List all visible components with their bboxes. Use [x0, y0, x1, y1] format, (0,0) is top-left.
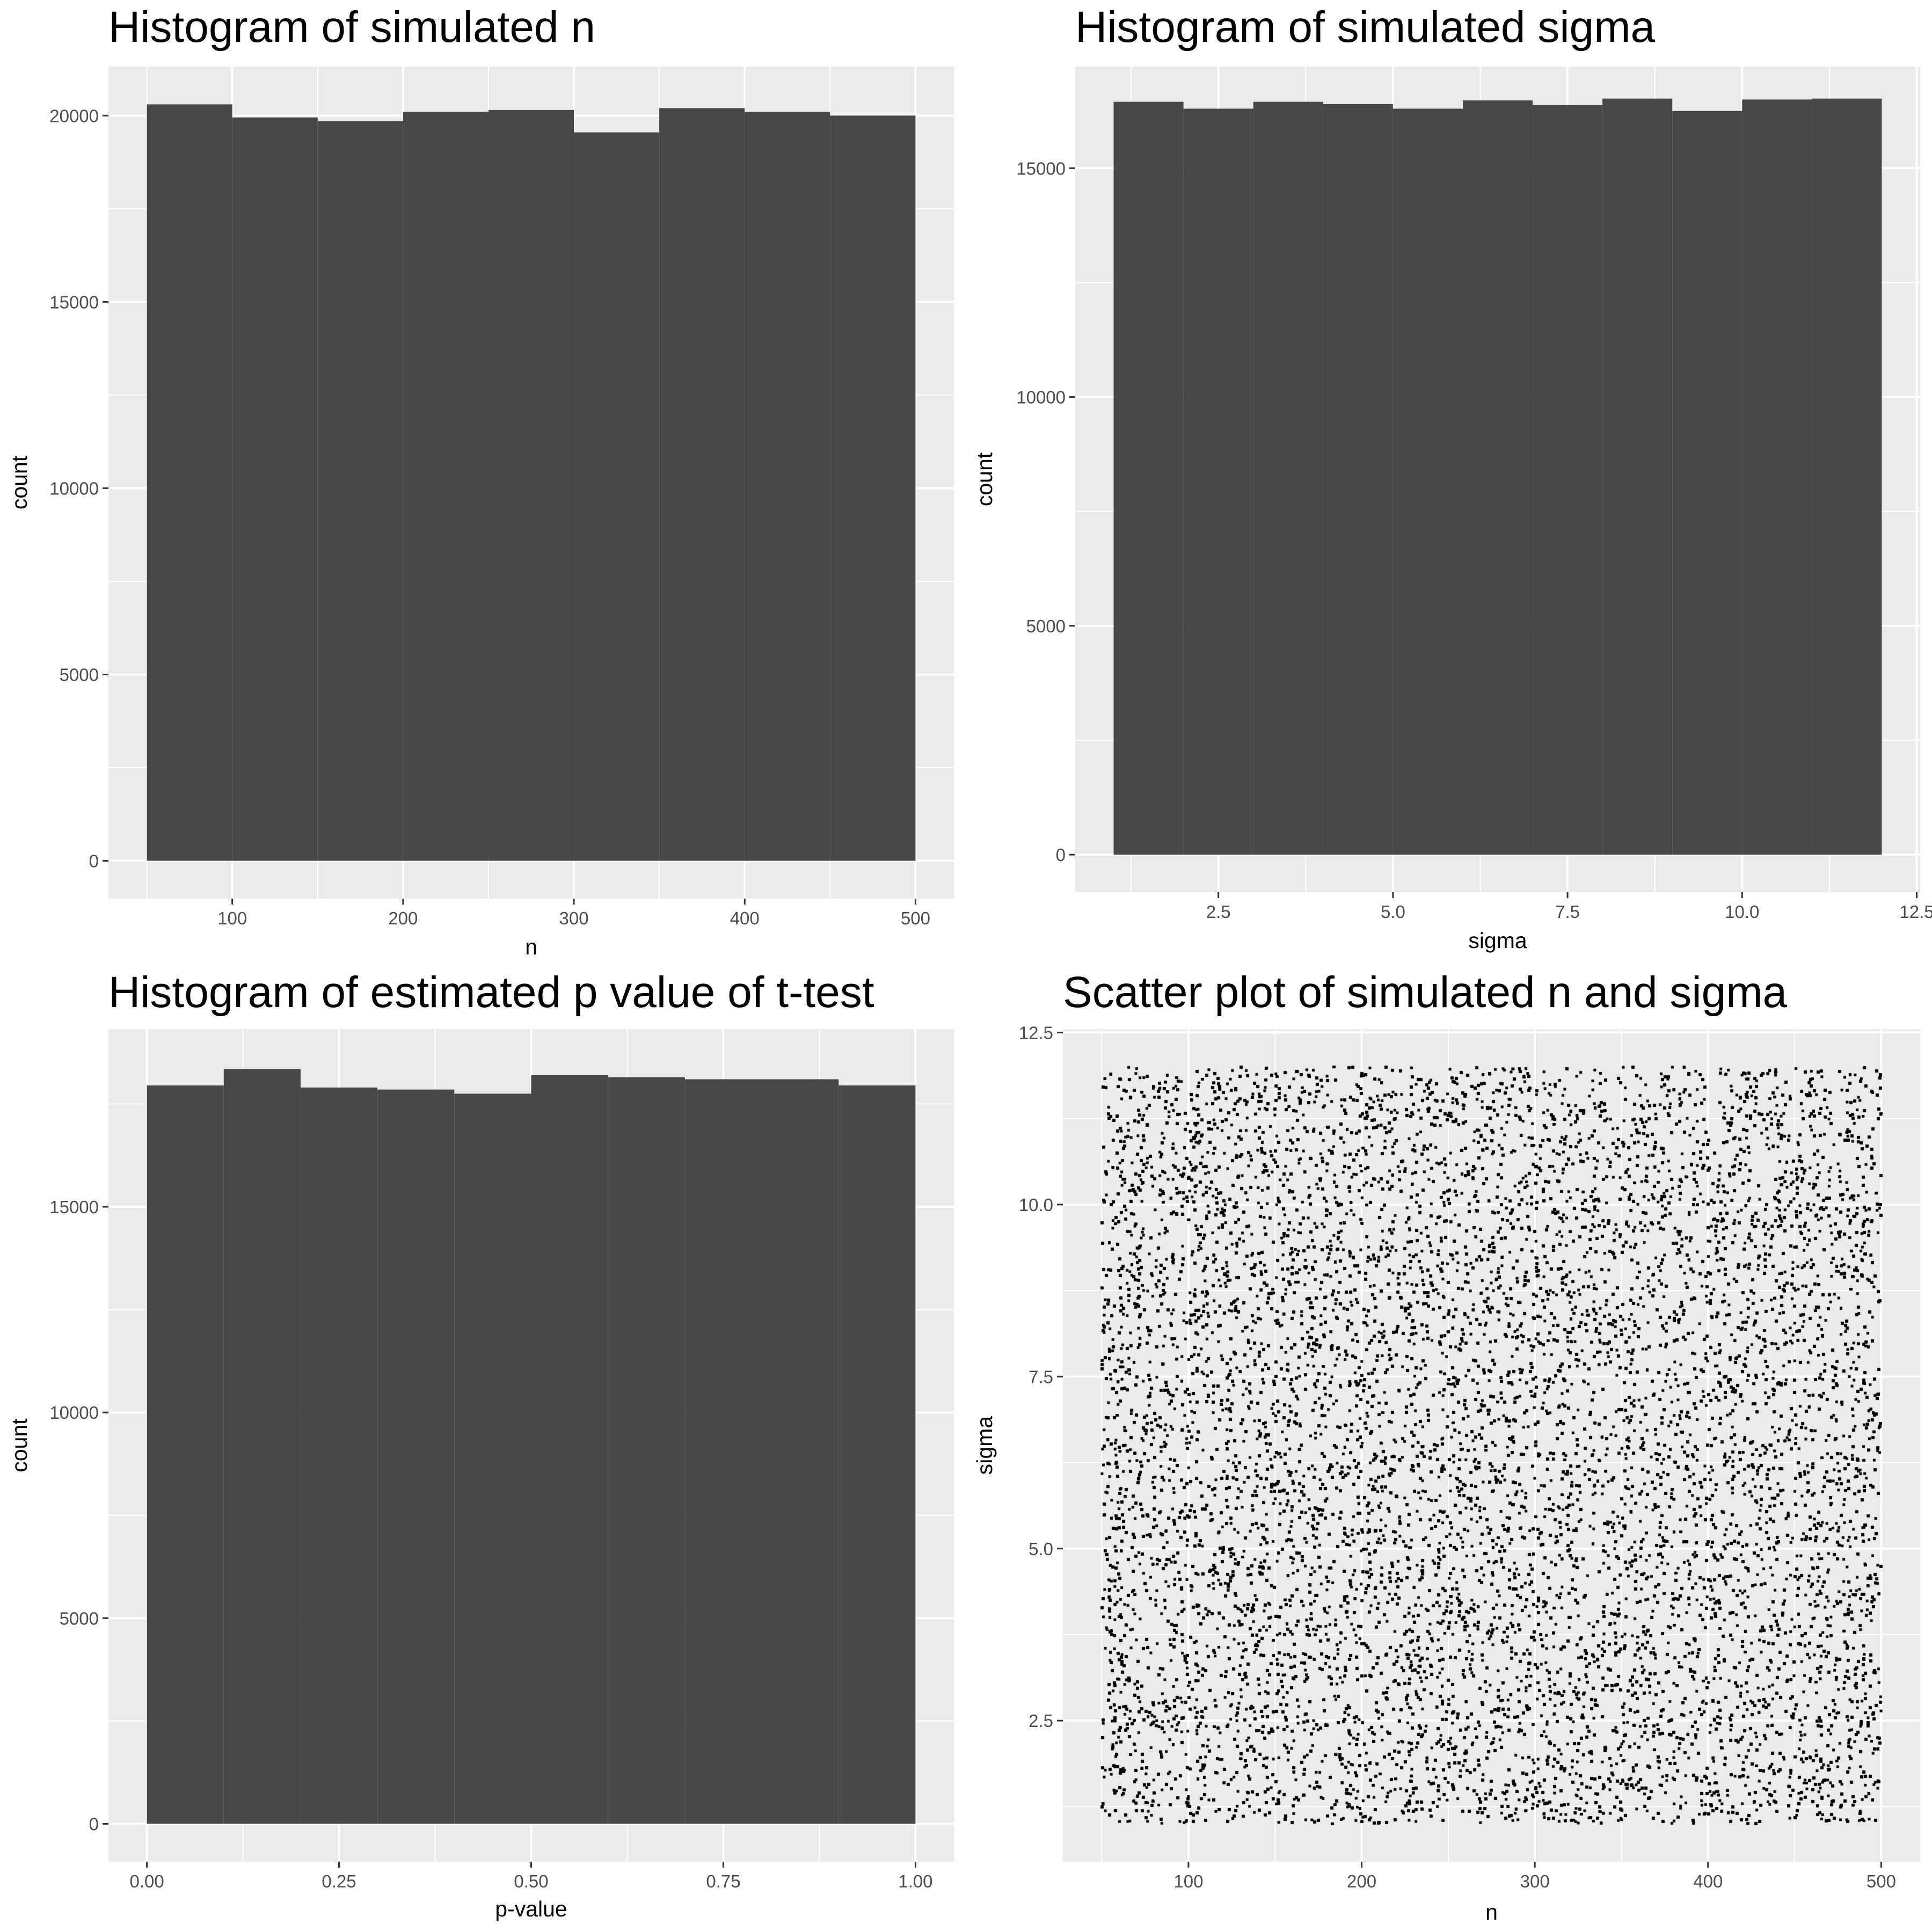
y-tick-label: 5000	[60, 665, 99, 684]
scatter-points-canvas	[1063, 1029, 1920, 1862]
x-tick-label: 0.50	[514, 1871, 548, 1891]
y-tick-label: 10000	[1016, 388, 1066, 407]
x-tick-label: 500	[901, 908, 930, 928]
histogram-bar	[1462, 100, 1533, 855]
y-tick-label: 5.0	[1029, 1539, 1053, 1559]
scatter-points	[1063, 1029, 1920, 1862]
x-axis-ticks: 100 200 300 400 500	[1173, 1862, 1896, 1891]
x-tick-label: 7.5	[1555, 902, 1580, 922]
y-tick-label: 15000	[1016, 158, 1066, 178]
histogram-bar	[684, 1079, 762, 1824]
y-axis-ticks: 0 5000 10000 15000 20000	[49, 106, 108, 871]
x-tick-label: 400	[1693, 1871, 1723, 1891]
y-axis-label: count	[7, 455, 32, 509]
histogram-bars	[1113, 98, 1882, 855]
x-axis-label: n	[525, 935, 537, 959]
x-tick-label: 500	[1867, 1871, 1896, 1891]
histogram-bar	[147, 1085, 224, 1824]
x-axis-label: n	[1485, 1900, 1498, 1924]
x-tick-label: 300	[1520, 1871, 1550, 1891]
histogram-bar	[839, 1085, 916, 1824]
histogram-bar	[574, 132, 660, 861]
histogram-bar	[1323, 104, 1393, 855]
y-axis-ticks: 0 5000 10000 15000	[49, 1197, 108, 1834]
y-tick-label: 15000	[49, 1197, 99, 1217]
y-tick-label: 5000	[60, 1608, 99, 1628]
y-tick-label: 2.5	[1029, 1711, 1053, 1731]
chart-panel-2: 2.5 5.0 7.5 10.0 12.5 0 5000 10000 15000 Histogra…	[972, 3, 1932, 953]
histogram-bar	[300, 1087, 378, 1824]
y-tick-label: 0	[1056, 845, 1066, 865]
chart-title: Histogram of simulated n	[108, 3, 595, 52]
x-tick-label: 200	[1347, 1871, 1376, 1891]
x-tick-label: 0.00	[129, 1871, 164, 1891]
histogram-bars	[147, 1069, 916, 1824]
y-axis-label: count	[7, 1418, 32, 1472]
y-tick-label: 10.0	[1019, 1195, 1053, 1215]
x-tick-label: 2.5	[1206, 902, 1231, 922]
y-axis-ticks: 2.5 5.0 7.5 10.0 12.5	[1019, 1023, 1063, 1731]
histogram-bar	[377, 1089, 455, 1824]
histogram-bar	[1253, 101, 1323, 855]
y-tick-label: 0	[89, 1814, 99, 1834]
histogram-bar	[454, 1093, 531, 1824]
x-tick-label: 10.0	[1725, 902, 1759, 922]
chart-title: Scatter plot of simulated n and sigma	[1063, 968, 1788, 1017]
histogram-bar	[403, 112, 489, 861]
histogram-bar	[223, 1069, 301, 1824]
y-tick-label: 10000	[49, 1403, 99, 1423]
x-tick-label: 100	[1173, 1871, 1203, 1891]
histogram-bar	[1672, 111, 1743, 855]
histogram-bar	[317, 121, 403, 861]
histogram-bar	[147, 104, 232, 861]
x-tick-label: 200	[388, 908, 418, 928]
x-axis-label: p-value	[495, 1897, 567, 1921]
y-axis-label: sigma	[972, 1416, 997, 1475]
x-tick-label: 400	[730, 908, 760, 928]
histogram-bar	[608, 1077, 685, 1824]
y-axis-label: count	[972, 452, 997, 506]
y-tick-label: 10000	[49, 478, 99, 498]
x-tick-label: 12.5	[1899, 902, 1932, 922]
y-tick-label: 15000	[49, 292, 99, 312]
histogram-bar	[659, 108, 745, 861]
y-tick-label: 12.5	[1019, 1023, 1053, 1042]
x-tick-label: 0.25	[322, 1871, 356, 1891]
chart-title: Histogram of simulated sigma	[1075, 3, 1655, 52]
x-axis-ticks: 2.5 5.0 7.5 10.0 12.5	[1206, 892, 1932, 922]
histogram-bar	[1393, 108, 1463, 855]
chart-panel-4: 100 200 300 400 500 2.5 5.0 7.5 10.0 12.5 Scatter …	[972, 968, 1920, 1924]
x-tick-label: 1.00	[898, 1871, 932, 1891]
histogram-bar	[830, 115, 916, 861]
y-tick-label: 7.5	[1029, 1367, 1053, 1387]
histogram-bar	[1812, 98, 1882, 855]
histogram-bars	[147, 104, 916, 861]
histogram-bar	[531, 1075, 608, 1824]
x-tick-label: 300	[559, 908, 589, 928]
histogram-bar	[1533, 105, 1603, 855]
x-tick-label: 100	[217, 908, 247, 928]
y-axis-ticks: 0 5000 10000 15000	[1016, 158, 1075, 865]
x-axis-label: sigma	[1468, 928, 1527, 953]
histogram-bar	[1602, 98, 1673, 855]
histogram-bar	[762, 1079, 839, 1824]
histogram-bar	[232, 117, 318, 861]
histogram-bar	[745, 112, 830, 861]
chart-panel-3: 0.00 0.25 0.50 0.75 1.00 0 5000 10000 15000 Histo…	[7, 968, 954, 1921]
histogram-bar	[1742, 99, 1812, 855]
x-axis-ticks: 100 200 300 400 500	[217, 899, 930, 928]
histogram-bar	[1183, 108, 1253, 855]
x-axis-ticks: 0.00 0.25 0.50 0.75 1.00	[129, 1862, 933, 1891]
chart-title: Histogram of estimated p value of t-test	[108, 968, 874, 1017]
x-tick-label: 0.75	[706, 1871, 740, 1891]
chart-panel-1: 100 200 300 400 50005000100001500020000Histo…	[7, 3, 954, 959]
y-tick-label: 20000	[49, 106, 99, 126]
histogram-bar	[488, 110, 574, 861]
y-tick-label: 5000	[1026, 616, 1066, 636]
x-tick-label: 5.0	[1381, 902, 1405, 922]
histogram-bar	[1113, 101, 1184, 855]
y-tick-label: 0	[89, 851, 99, 871]
